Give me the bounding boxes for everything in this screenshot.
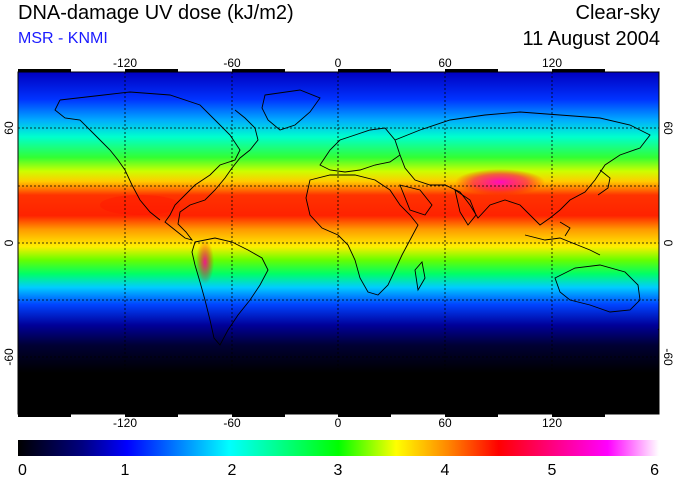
colorbar-label: 0 xyxy=(18,462,27,479)
lon-tick-top: 60 xyxy=(438,56,452,70)
map-title: DNA-damage UV dose (kJ/m2) xyxy=(18,2,294,24)
lat-tick-left: 60 xyxy=(2,121,16,135)
lon-tick-top: -120 xyxy=(113,56,137,70)
colorbar-label: 2 xyxy=(228,462,237,479)
lon-tick-bottom: 120 xyxy=(542,416,562,430)
map-source: MSR - KNMI xyxy=(18,30,108,47)
lon-tick-top: 120 xyxy=(542,56,562,70)
lat-tick-left: 0 xyxy=(2,239,16,246)
lon-tick-bottom: -120 xyxy=(113,416,137,430)
regional-maxima xyxy=(100,169,545,284)
lon-tick-top: 0 xyxy=(335,56,342,70)
colorbar-label: 3 xyxy=(334,462,343,479)
graticule xyxy=(18,72,659,414)
lon-tick-top: -60 xyxy=(223,56,241,70)
colorbar xyxy=(18,440,659,456)
colorbar-label: 6 xyxy=(650,462,659,479)
colorbar-label: 1 xyxy=(121,462,130,479)
lat-tick-left: -60 xyxy=(2,348,16,366)
lon-tick-bottom: 60 xyxy=(438,416,452,430)
sky-condition: Clear-sky xyxy=(575,2,660,24)
lat-tick-right: -60 xyxy=(661,348,675,366)
lat-tick-right: 60 xyxy=(661,121,675,135)
lon-tick-bottom: 0 xyxy=(335,416,342,430)
frame-ticks xyxy=(18,69,605,417)
colorbar-label: 5 xyxy=(548,462,557,479)
map-date: 11 August 2004 xyxy=(522,28,660,50)
lat-tick-right: 0 xyxy=(661,240,675,247)
colorbar-label: 4 xyxy=(441,462,450,479)
lon-tick-bottom: -60 xyxy=(223,416,241,430)
coastlines xyxy=(54,89,659,346)
